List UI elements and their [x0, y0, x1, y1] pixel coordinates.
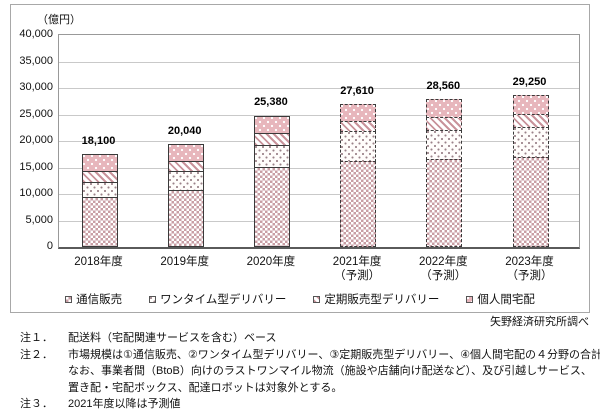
- footnote-row: 注２． 市場規模は①通信販売、②ワンタイム型デリバリー、③定期販売型デリバリー、④…: [20, 347, 600, 397]
- x-axis-label-forecast: （予測）: [420, 270, 467, 282]
- footnote-line: 配送料（宅配関連サービスを含む）ベース: [68, 332, 277, 344]
- source-credit: 矢野経済研究所調べ: [490, 316, 589, 328]
- bar-total-label: 28,560: [426, 79, 461, 92]
- legend-item-ワンタイム型デリバリー: ワンタイム型デリバリー: [149, 291, 286, 307]
- footnote-text: 配送料（宅配関連サービスを含む）ベース: [68, 330, 276, 347]
- y-axis-tick-label: 30,000: [19, 81, 53, 93]
- bar-segment-通信販売: [167, 190, 204, 247]
- footnote-row: 注３． 2021年度以降は予測値: [20, 396, 600, 413]
- y-axis-tick-label: 25,000: [19, 107, 53, 120]
- footnote-label: 注１．: [20, 332, 53, 344]
- bar-segment-通信販売: [512, 156, 549, 247]
- footnotes: 注１． 配送料（宅配関連サービスを含む）ベース注２． 市場規模は①通信販売、②ワンタ…: [20, 330, 600, 413]
- y-axis-tick-label: 10,000: [19, 187, 53, 199]
- footnote-label: 注３．: [20, 398, 53, 410]
- gridline: [59, 167, 579, 169]
- bar-segment-通信販売: [253, 166, 290, 247]
- x-axis-label: 2019年度: [145, 255, 225, 269]
- legend-label: ワンタイム型デリバリー: [160, 294, 287, 306]
- bar-segment-定期販売型デリバリー: [512, 114, 549, 129]
- y-axis-tick-label: 20,000: [19, 134, 53, 146]
- footnote-line: 2021年度以降は予測値: [68, 398, 181, 410]
- x-axis-label: 2018年度: [59, 255, 139, 269]
- stacked-bar-2023年度: [512, 95, 549, 247]
- footnote-text: 2021年度以降は予測値: [68, 396, 180, 413]
- x-axis-label-year: 2018年度: [74, 256, 123, 268]
- legend-marker-icon: [466, 295, 474, 303]
- stacked-bar-2020年度: [253, 115, 290, 247]
- plot-area: [58, 34, 580, 249]
- x-axis-label-year: 2023年度: [505, 256, 554, 268]
- chart-frame: （億円） 0 5,000 10,000 15,000 20,000 25,000 30,00…: [10, 4, 590, 313]
- footnote-line: 置き配・宅配ボックス、配達ロボットは対象外とする。: [68, 381, 343, 394]
- footnote-label: 注２．: [20, 348, 53, 361]
- x-axis-label-year: 2019年度: [160, 256, 209, 268]
- y-axis-tick-label: 35,000: [19, 54, 53, 67]
- gridline: [59, 141, 579, 142]
- stacked-bar-2021年度: [340, 103, 377, 247]
- legend-label: 個人間宅配: [477, 294, 535, 306]
- x-axis-label: 2022年度 （予測）: [403, 255, 483, 283]
- bar-total-label: 27,610: [340, 84, 374, 97]
- legend-marker-icon: [65, 295, 73, 303]
- legend-item-通信販売: 通信販売: [65, 291, 122, 307]
- legend-label: 通信販売: [76, 294, 123, 306]
- x-axis-label-forecast: （予測）: [334, 270, 381, 282]
- bar-segment-ワンタイム型デリバリー: [253, 144, 290, 168]
- legend-marker-icon: [313, 295, 321, 303]
- gridline: [59, 61, 579, 63]
- bar-segment-個人間宅配: [512, 95, 549, 116]
- y-axis-tick-label: 0: [46, 240, 53, 252]
- bar-segment-個人間宅配: [426, 98, 463, 118]
- stacked-bar-2019年度: [167, 143, 204, 247]
- bar-segment-通信販売: [81, 197, 118, 247]
- footnote-line: 市場規模は①通信販売、②ワンタイム型デリバリー、③定期販売型デリバリー、④個人間…: [68, 348, 600, 361]
- legend-item-定期販売型デリバリー: 定期販売型デリバリー: [313, 291, 439, 307]
- footnote-line: なお、事業者間（BtoB）向けのラストワンマイル物流（施設や店舗向け配送など）、…: [68, 365, 592, 377]
- x-axis-label-year: 2021年度: [332, 256, 382, 268]
- legend-item-個人間宅配: 個人間宅配: [466, 291, 535, 307]
- bar-segment-ワンタイム型デリバリー: [340, 131, 377, 163]
- bar-segment-個人間宅配: [167, 143, 204, 162]
- x-axis-label: 2023年度 （予測）: [490, 255, 570, 283]
- bar-total-label: 29,250: [512, 75, 547, 88]
- bar-total-label: 25,380: [254, 96, 288, 109]
- y-axis-unit-label: （億円）: [37, 14, 81, 26]
- bar-segment-通信販売: [340, 161, 377, 247]
- legend-marker-icon: [149, 295, 157, 303]
- bar-segment-個人間宅配: [253, 115, 290, 135]
- gridline: [59, 220, 579, 222]
- bar-segment-通信販売: [426, 158, 463, 247]
- gridline: [59, 194, 579, 195]
- y-axis-tick-label: 40,000: [19, 28, 53, 40]
- y-axis-tick-label: 5,000: [25, 213, 53, 226]
- bar-segment-ワンタイム型デリバリー: [426, 130, 463, 160]
- bar-segment-ワンタイム型デリバリー: [512, 127, 549, 158]
- y-axis-tick-label: 15,000: [19, 160, 53, 173]
- bar-segment-定期販売型デリバリー: [426, 116, 463, 132]
- legend: 通信販売 ワンタイム型デリバリー 定期販売型デリバリー 個人間宅配: [11, 291, 589, 307]
- stacked-bar-2018年度: [81, 154, 118, 247]
- footnote-text: 市場規模は①通信販売、②ワンタイム型デリバリー、③定期販売型デリバリー、④個人間…: [68, 347, 600, 397]
- x-axis-label: 2021年度 （予測）: [317, 255, 397, 283]
- x-axis-label-year: 2020年度: [246, 256, 296, 268]
- bar-segment-個人間宅配: [340, 103, 377, 122]
- x-axis-label-year: 2022年度: [419, 256, 468, 268]
- stacked-bar-2022年度: [426, 98, 463, 247]
- bar-segment-ワンタイム型デリバリー: [81, 182, 118, 199]
- x-axis-label-forecast: （予測）: [506, 270, 553, 282]
- gridline: [59, 88, 579, 89]
- footnote-row: 注１． 配送料（宅配関連サービスを含む）ベース: [20, 330, 600, 347]
- bar-total-label: 18,100: [81, 135, 116, 148]
- gridline: [59, 114, 579, 116]
- x-axis-label: 2020年度: [231, 255, 311, 269]
- bar-segment-個人間宅配: [81, 154, 118, 172]
- bar-segment-ワンタイム型デリバリー: [167, 170, 204, 192]
- legend-label: 定期販売型デリバリー: [324, 294, 440, 306]
- bar-total-label: 20,040: [167, 124, 202, 137]
